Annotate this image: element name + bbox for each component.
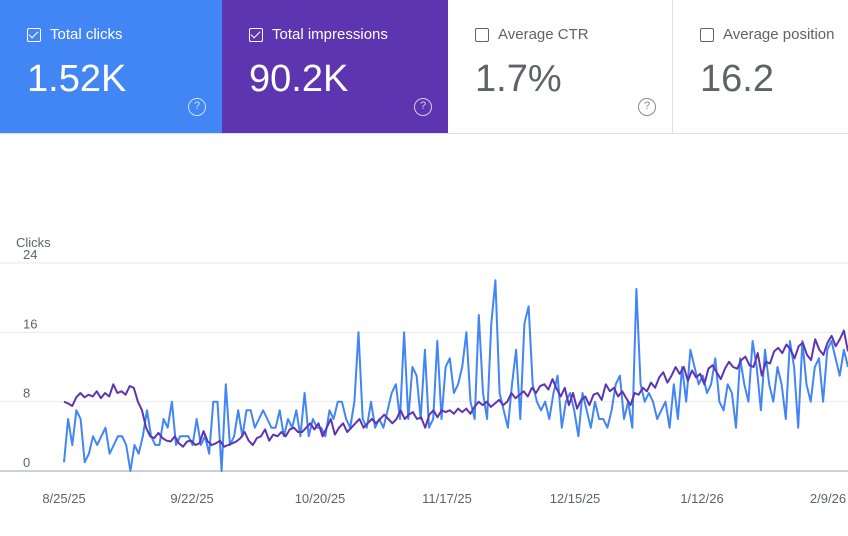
metric-label: Total impressions (272, 26, 388, 43)
x-tick-label: 12/15/25 (550, 491, 601, 506)
help-icon[interactable]: ? (188, 98, 206, 116)
total-clicks-card[interactable]: Total clicks 1.52K ? (0, 0, 222, 133)
checkbox-checked-icon[interactable] (27, 27, 41, 42)
metric-value: 1.7% (475, 58, 562, 100)
help-icon[interactable]: ? (638, 98, 656, 116)
help-icon[interactable]: ? (414, 98, 432, 116)
x-tick-label: 8/25/25 (42, 491, 85, 506)
checkbox-unchecked-icon[interactable] (700, 27, 714, 42)
metric-cards: Total clicks 1.52K ? Total impressions 9… (0, 0, 848, 134)
y-tick-label: 8 (23, 386, 30, 401)
metric-value: 16.2 (700, 58, 774, 100)
chart-grid: 0 8 16 24 (0, 247, 848, 472)
y-tick-label: 24 (23, 247, 37, 262)
average-position-card[interactable]: Average position 16.2 (673, 0, 848, 133)
metric-label: Average position (723, 26, 835, 43)
x-tick-label: 10/20/25 (295, 491, 346, 506)
metric-value: 90.2K (249, 58, 349, 100)
average-ctr-card[interactable]: Average CTR 1.7% ? (448, 0, 673, 133)
y-tick-label: 0 (23, 455, 30, 470)
impressions-series-line (63, 329, 848, 448)
chart-lines (63, 279, 848, 472)
y-axis-label: Clicks (16, 235, 51, 250)
clicks-series-line (63, 279, 848, 472)
checkbox-unchecked-icon[interactable] (475, 27, 489, 42)
performance-chart: Clicks 0 8 16 24 8/25/25 9/22/25 10/20/25 11/1… (0, 235, 848, 506)
average-ctr-header: Average CTR (475, 26, 589, 43)
y-tick-label: 16 (23, 316, 37, 331)
checkbox-checked-icon[interactable] (249, 27, 263, 42)
x-tick-label: 11/17/25 (422, 491, 472, 506)
total-impressions-header: Total impressions (249, 26, 388, 43)
metric-label: Average CTR (498, 26, 589, 43)
total-impressions-card[interactable]: Total impressions 90.2K ? (222, 0, 448, 133)
metric-value: 1.52K (27, 58, 127, 100)
total-clicks-header: Total clicks (27, 26, 123, 43)
x-tick-label: 1/12/26 (680, 491, 723, 506)
x-tick-label: 2/9/26 (810, 491, 846, 506)
metric-label: Total clicks (50, 26, 123, 43)
x-axis-ticks: 8/25/25 9/22/25 10/20/25 11/17/25 12/15/25 1/… (42, 491, 846, 506)
x-tick-label: 9/22/25 (170, 491, 213, 506)
average-position-header: Average position (700, 26, 834, 43)
